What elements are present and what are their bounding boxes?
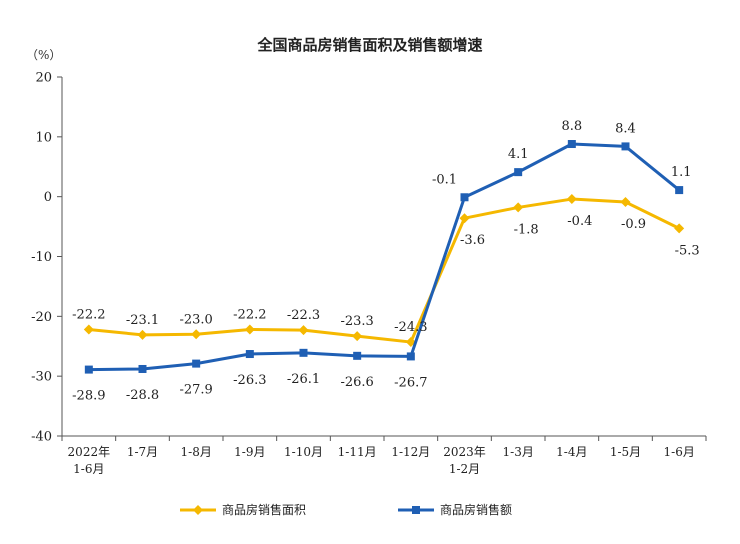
x-tick-label: 1-8月 xyxy=(181,445,212,459)
x-tick-label: 1-6月 xyxy=(664,445,695,459)
x-tick-label: 2022年 xyxy=(68,445,111,459)
data-point xyxy=(674,223,685,234)
data-label: -26.3 xyxy=(233,373,266,388)
data-label: -23.1 xyxy=(126,313,159,328)
data-point xyxy=(513,202,524,213)
data-point xyxy=(567,140,576,149)
data-point xyxy=(621,142,630,151)
data-label: 8.8 xyxy=(561,119,582,134)
series-line-2 xyxy=(88,142,681,372)
legend-label: 商品房销售面积 xyxy=(222,502,306,517)
data-label: 8.4 xyxy=(615,121,636,136)
data-label: -28.9 xyxy=(72,389,105,404)
data-label: -24.3 xyxy=(394,320,427,335)
legend-label: 商品房销售额 xyxy=(440,502,512,517)
data-label: -28.8 xyxy=(126,388,159,403)
series-group xyxy=(83,140,685,374)
data-point xyxy=(83,324,94,335)
data-point xyxy=(137,329,148,340)
x-tick-label: 1-11月 xyxy=(338,445,377,459)
data-label: 1.1 xyxy=(671,165,692,180)
data-label: -27.9 xyxy=(179,383,212,398)
data-label: -3.6 xyxy=(460,233,485,248)
x-tick-label: 1-9月 xyxy=(234,445,265,459)
legend-marker xyxy=(193,505,203,515)
x-tick-label: 1-4月 xyxy=(556,445,587,459)
data-point xyxy=(298,325,309,336)
data-point xyxy=(352,331,363,342)
x-tick-label: 1-3月 xyxy=(503,445,534,459)
data-point xyxy=(675,186,684,195)
x-tick-label: 1-2月 xyxy=(449,462,480,476)
data-point xyxy=(406,352,415,361)
y-tick-labels: 20 10 0 -10 -20 -30 -40 xyxy=(31,71,52,445)
data-point xyxy=(245,350,254,359)
y-tick-label: 20 xyxy=(35,71,52,86)
data-point xyxy=(244,324,255,335)
y-tick-label: 0 xyxy=(44,190,52,205)
data-label: -23.0 xyxy=(179,312,212,327)
x-tick-label: 1-6月 xyxy=(73,462,104,476)
data-label: -26.1 xyxy=(287,372,320,387)
data-label: -0.1 xyxy=(432,172,457,187)
data-point xyxy=(620,197,631,208)
data-label: -1.8 xyxy=(514,222,539,237)
data-point xyxy=(191,329,202,340)
data-point xyxy=(459,213,470,224)
data-label: -22.2 xyxy=(233,307,266,322)
y-tick-label: -30 xyxy=(31,370,52,385)
data-label: -26.7 xyxy=(394,375,427,390)
chart-title: 全国商品房销售面积及销售额增速 xyxy=(257,36,483,54)
data-label: -5.3 xyxy=(675,243,700,258)
data-label: -23.3 xyxy=(340,314,373,329)
y-tick-label: -20 xyxy=(31,310,52,325)
x-tick-label: 1-12月 xyxy=(391,445,430,459)
data-point xyxy=(138,364,147,373)
x-tick-label: 2023年 xyxy=(443,445,486,459)
data-label: 4.1 xyxy=(508,147,529,162)
data-label: -22.2 xyxy=(72,307,105,322)
data-point xyxy=(84,365,93,374)
x-tick-label: 1-7月 xyxy=(127,445,158,459)
data-point xyxy=(566,194,577,205)
x-tick-label: 1-5月 xyxy=(610,445,641,459)
legend-marker xyxy=(412,506,420,514)
data-point xyxy=(514,168,523,177)
data-label: -22.3 xyxy=(287,308,320,323)
y-tick-label: -40 xyxy=(31,430,52,445)
y-tick-label: -10 xyxy=(31,250,52,265)
data-label: -26.6 xyxy=(340,375,373,390)
data-point xyxy=(353,351,362,360)
y-tick-label: 10 xyxy=(35,130,52,145)
legend: 商品房销售面积 商品房销售额 xyxy=(180,502,512,517)
axes xyxy=(57,76,707,441)
data-label: -0.4 xyxy=(567,214,592,229)
x-tick-label: 1-10月 xyxy=(284,445,323,459)
data-labels: -22.2 -23.1 -23.0 -22.2 -22.3 -23.3 -24.3 -3.6 -… xyxy=(72,119,700,404)
data-point xyxy=(299,348,308,357)
series-line-1 xyxy=(88,197,680,344)
data-point xyxy=(192,359,201,368)
x-tick-labels: 2022年 1-6月 1-7月 1-8月 1-9月 1-10月 1-11月 1-12月 2023… xyxy=(68,445,695,476)
data-label: -0.9 xyxy=(621,217,646,232)
data-point xyxy=(460,193,469,202)
y-axis-unit: （%） xyxy=(26,48,62,62)
